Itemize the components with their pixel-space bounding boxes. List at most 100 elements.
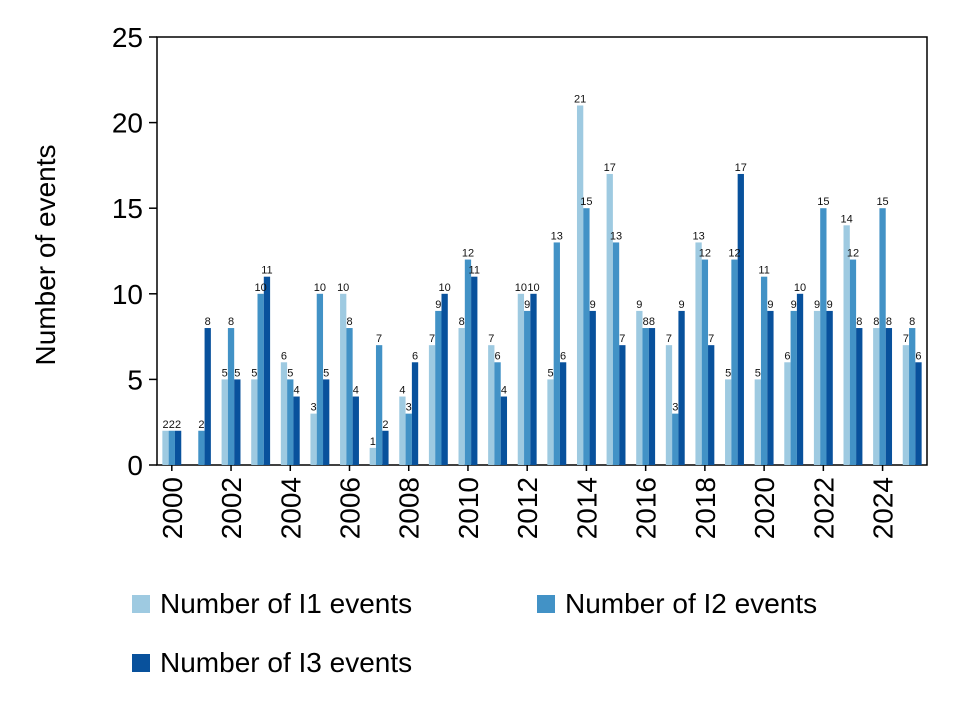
bar-value-label: 5 xyxy=(547,367,553,379)
bar-3-2000 xyxy=(174,430,182,465)
y-tick-label: 25 xyxy=(112,22,143,53)
bar-value-label: 9 xyxy=(524,299,530,311)
bar-value-label: 10 xyxy=(337,282,349,294)
bar-3-2023 xyxy=(856,328,863,465)
bar-value-label: 8 xyxy=(856,316,862,328)
bar-value-label: 5 xyxy=(725,367,731,379)
x-tick-label: 2004 xyxy=(275,477,306,539)
bar-3-2001 xyxy=(204,328,211,465)
bar-value-label: 4 xyxy=(353,385,359,397)
y-tick-label: 0 xyxy=(127,450,143,481)
bar-1-2022 xyxy=(813,310,821,465)
bar-value-label: 10 xyxy=(255,282,267,294)
bar-3-2006 xyxy=(352,396,359,465)
bar-value-label: 2 xyxy=(169,419,175,431)
bar-2-2000 xyxy=(168,430,175,465)
bar-value-label: 3 xyxy=(406,402,412,414)
bar-3-2021 xyxy=(796,293,804,465)
bar-value-label: 10 xyxy=(794,282,806,294)
bar-2-2018 xyxy=(701,259,709,465)
x-tick-label: 2018 xyxy=(690,477,721,539)
bar-3-2002 xyxy=(234,379,241,465)
bar-2-2016 xyxy=(642,328,649,465)
bar-value-label: 8 xyxy=(346,316,352,328)
bar-value-label: 10 xyxy=(515,282,527,294)
bar-value-label: 8 xyxy=(228,316,234,328)
bar-value-label: 4 xyxy=(399,385,405,397)
bar-value-label: 6 xyxy=(560,350,566,362)
legend: Number of I1 events Number of I2 events Nu… xyxy=(132,588,817,678)
legend-label-2: Number of I2 events xyxy=(565,588,817,619)
bar-value-label: 13 xyxy=(551,230,563,242)
bars-group xyxy=(162,105,922,465)
bar-1-2025 xyxy=(902,345,910,465)
bar-value-label: 9 xyxy=(827,299,833,311)
bar-1-2002 xyxy=(221,379,228,465)
bar-value-label: 7 xyxy=(429,333,435,345)
bar-1-2000 xyxy=(162,430,169,465)
bar-3-2008 xyxy=(411,362,419,465)
bar-value-label: 13 xyxy=(692,230,704,242)
bar-value-label: 4 xyxy=(501,385,507,397)
bar-3-2014 xyxy=(589,310,596,465)
bar-value-label: 8 xyxy=(873,316,879,328)
bar-value-label: 9 xyxy=(791,299,797,311)
bar-value-label: 11 xyxy=(469,265,480,277)
bar-1-2009 xyxy=(428,345,436,465)
bar-value-label: 12 xyxy=(699,248,711,260)
bar-2-2015 xyxy=(612,242,620,465)
bar-value-label: 5 xyxy=(234,367,240,379)
bar-value-label: 6 xyxy=(281,350,287,362)
bar-2-2024 xyxy=(879,208,886,465)
bar-1-2021 xyxy=(784,362,791,465)
legend-swatch-3 xyxy=(132,654,150,672)
bar-value-label: 12 xyxy=(728,248,740,260)
bar-2-2021 xyxy=(790,310,797,465)
bar-2-2012 xyxy=(524,310,531,465)
x-tick-label: 2006 xyxy=(335,477,366,539)
bar-value-label: 13 xyxy=(610,230,622,242)
bar-value-label: 8 xyxy=(643,316,649,328)
bar-value-label: 5 xyxy=(755,367,761,379)
bar-2-2004 xyxy=(287,379,294,465)
bar-1-2014 xyxy=(576,105,584,465)
legend-label-1: Number of I1 events xyxy=(160,588,412,619)
bar-value-label: 14 xyxy=(841,213,853,225)
bar-value-label: 8 xyxy=(886,316,892,328)
bar-value-label: 8 xyxy=(205,316,211,328)
bar-3-2020 xyxy=(767,310,774,465)
bar-value-label: 17 xyxy=(735,162,747,174)
plot-border xyxy=(156,36,928,466)
bar-value-label: 15 xyxy=(876,196,888,208)
bar-value-label: 5 xyxy=(323,367,329,379)
bar-value-label: 21 xyxy=(574,93,586,105)
bar-3-2011 xyxy=(500,396,508,465)
bar-2-2011 xyxy=(494,362,501,465)
bar-value-label: 7 xyxy=(666,333,672,345)
bar-value-label: 15 xyxy=(580,196,592,208)
bar-value-label: 7 xyxy=(619,333,625,345)
bar-1-2023 xyxy=(843,225,850,465)
bar-3-2025 xyxy=(915,362,922,465)
x-tick-label: 2010 xyxy=(453,477,484,539)
legend-swatch-2 xyxy=(537,595,555,613)
bar-value-label: 9 xyxy=(814,299,820,311)
bar-3-2016 xyxy=(648,328,656,465)
bar-1-2006 xyxy=(340,293,347,465)
y-tick-label: 15 xyxy=(112,193,143,224)
bar-2-2025 xyxy=(909,328,916,465)
bar-value-label: 10 xyxy=(527,282,539,294)
bar-value-label: 10 xyxy=(439,282,451,294)
y-axis-title: Number of events xyxy=(30,145,61,366)
bar-2-2013 xyxy=(553,242,560,465)
bar-value-label: 6 xyxy=(915,350,921,362)
x-tick-label: 2000 xyxy=(157,477,188,539)
bar-3-2022 xyxy=(826,310,833,465)
bar-value-label: 8 xyxy=(649,316,655,328)
bar-3-2013 xyxy=(559,362,567,465)
bar-value-label: 5 xyxy=(222,367,228,379)
bar-1-2020 xyxy=(754,379,761,465)
bar-2-2006 xyxy=(346,328,353,465)
bar-value-label: 6 xyxy=(784,350,790,362)
